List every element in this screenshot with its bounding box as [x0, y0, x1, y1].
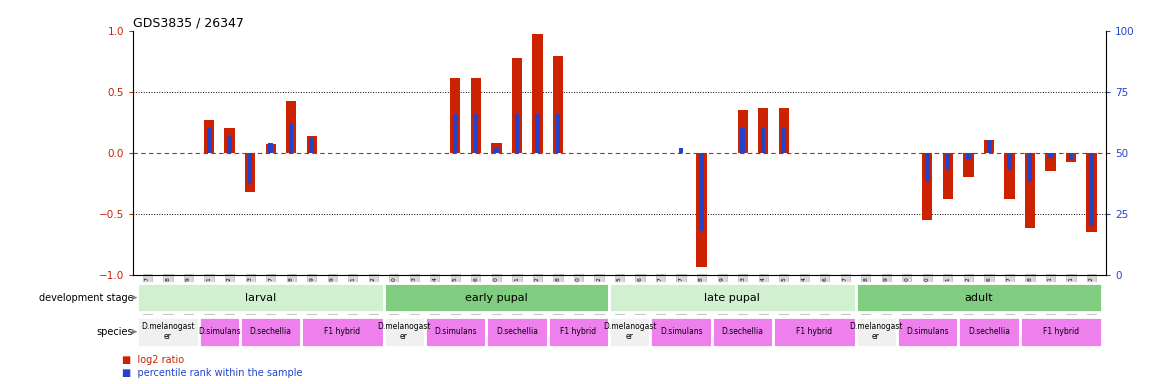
Bar	[778, 108, 789, 153]
Text: D.simulans: D.simulans	[660, 327, 703, 336]
Bar	[286, 101, 296, 153]
Bar	[609, 317, 651, 347]
Text: ■  log2 ratio: ■ log2 ratio	[122, 355, 184, 365]
Bar	[138, 283, 383, 312]
Text: D.sechellia: D.sechellia	[496, 327, 538, 336]
Bar	[471, 78, 481, 153]
Bar	[651, 317, 712, 347]
Bar	[199, 317, 240, 347]
Bar	[1004, 153, 1014, 199]
Bar	[738, 110, 748, 153]
Text: D.melanogast
er: D.melanogast er	[849, 322, 903, 341]
Bar	[740, 128, 745, 153]
Bar	[248, 153, 252, 184]
Bar	[696, 153, 706, 267]
Text: D.sechellia: D.sechellia	[250, 327, 292, 336]
Bar	[533, 35, 543, 153]
Bar	[383, 283, 609, 312]
Bar	[761, 128, 765, 153]
Bar	[987, 141, 991, 153]
Bar	[204, 120, 214, 153]
Bar	[535, 114, 540, 153]
Bar	[946, 153, 950, 170]
Text: F1 hybrid: F1 hybrid	[324, 327, 360, 336]
Text: D.melanogast
er: D.melanogast er	[603, 322, 657, 341]
Bar	[856, 317, 896, 347]
Bar	[240, 317, 301, 347]
Bar	[227, 136, 232, 153]
Bar	[491, 143, 501, 153]
Text: F1 hybrid: F1 hybrid	[797, 327, 833, 336]
Bar	[782, 128, 786, 153]
Bar	[1025, 153, 1035, 228]
Bar	[1027, 153, 1032, 182]
Text: D.simulans: D.simulans	[198, 327, 241, 336]
Text: D.sechellia: D.sechellia	[968, 327, 1010, 336]
Bar	[514, 114, 519, 153]
Bar	[307, 136, 317, 153]
Text: D.sechellia: D.sechellia	[721, 327, 763, 336]
Bar	[225, 128, 235, 153]
Bar	[712, 317, 774, 347]
Bar	[1086, 153, 1097, 232]
Bar	[609, 283, 856, 312]
Bar	[1069, 153, 1073, 160]
Bar	[963, 153, 974, 177]
Text: adult: adult	[965, 293, 992, 303]
Bar	[856, 283, 1101, 312]
Bar	[1046, 153, 1056, 171]
Bar	[512, 58, 522, 153]
Bar	[922, 153, 932, 220]
Bar	[301, 317, 383, 347]
Bar	[896, 317, 958, 347]
Bar	[1090, 153, 1094, 226]
Text: species: species	[97, 327, 133, 337]
Bar	[984, 141, 994, 153]
Bar	[774, 317, 856, 347]
Bar	[943, 153, 953, 199]
Text: F1 hybrid: F1 hybrid	[1042, 327, 1079, 336]
Text: GDS3835 / 26347: GDS3835 / 26347	[133, 17, 244, 30]
Text: development stage: development stage	[38, 293, 133, 303]
Bar	[474, 114, 478, 153]
Bar	[1048, 153, 1053, 157]
Bar	[453, 114, 457, 153]
Bar	[309, 138, 314, 153]
Bar	[486, 317, 548, 347]
Text: F1 hybrid: F1 hybrid	[560, 327, 596, 336]
Bar	[556, 114, 560, 153]
Text: early pupal: early pupal	[466, 293, 528, 303]
Bar	[207, 128, 212, 153]
Text: ■  percentile rank within the sample: ■ percentile rank within the sample	[122, 367, 302, 377]
Bar	[425, 317, 486, 347]
Bar	[245, 153, 255, 192]
Bar	[383, 317, 425, 347]
Bar	[290, 123, 293, 153]
Bar	[1020, 317, 1101, 347]
Bar	[552, 56, 563, 153]
Text: D.simulans: D.simulans	[434, 327, 477, 336]
Bar	[758, 108, 768, 153]
Bar	[679, 148, 683, 153]
Text: larval: larval	[244, 293, 276, 303]
Bar	[966, 153, 970, 160]
Bar	[958, 317, 1020, 347]
Text: D.melanogast
er: D.melanogast er	[141, 322, 195, 341]
Bar	[1007, 153, 1012, 170]
Bar	[265, 144, 276, 153]
Bar	[925, 153, 930, 182]
Bar	[699, 153, 704, 231]
Bar	[269, 143, 273, 153]
Bar	[1065, 153, 1076, 162]
Text: late pupal: late pupal	[704, 293, 761, 303]
Text: D.melanogast
er: D.melanogast er	[378, 322, 431, 341]
Bar	[548, 317, 609, 347]
Bar	[494, 148, 499, 153]
Bar	[450, 78, 461, 153]
Bar	[138, 317, 199, 347]
Text: D.simulans: D.simulans	[906, 327, 948, 336]
